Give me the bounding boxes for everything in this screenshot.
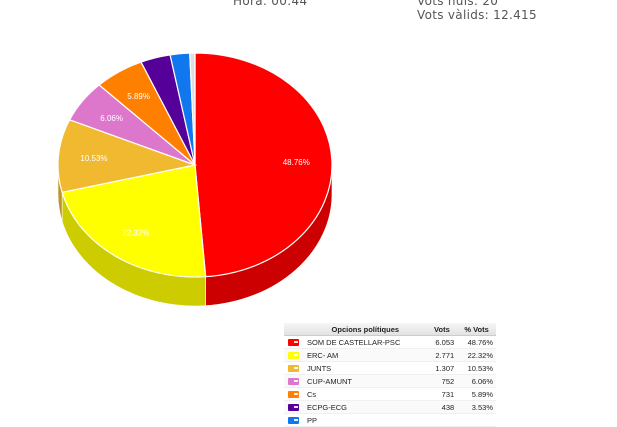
legend-row: Cs 731 5.89% [284, 387, 496, 401]
legend-pct: 22.32% [457, 348, 496, 362]
legend-party: ERC- AM [304, 348, 427, 362]
legend-swatch [284, 361, 304, 375]
legend-votes: 731 [426, 387, 458, 401]
legend-pct: 10.53% [457, 361, 496, 375]
pie-data-label: 10.53% [80, 154, 107, 163]
legend-party: Cs [304, 387, 427, 401]
legend-header-row: Opcions polítiques Vots % Vots [284, 323, 496, 336]
legend-party: PP [304, 413, 427, 427]
legend-party: JUNTS [304, 361, 427, 375]
pie-chart: 48.76% 22.32% 10.53% 6.06% 5.89% [57, 52, 333, 307]
pie-data-label: 5.89% [127, 92, 150, 101]
vote-stats: Vots nuls: 20 Vots vàlids: 12.415 [417, 0, 537, 22]
null-votes-label: Vots nuls: 20 [417, 0, 499, 8]
color-swatch-icon [288, 351, 299, 359]
legend-row: JUNTS 1.307 10.53% [284, 361, 496, 375]
legend-swatch [284, 335, 304, 349]
legend-header-party: Opcions polítiques [304, 323, 427, 336]
legend-votes: 2.771 [426, 348, 458, 362]
legend-votes [426, 413, 458, 427]
color-swatch-icon [288, 416, 299, 424]
pie-data-label: 6.06% [100, 114, 123, 123]
legend-party: SOM DE CASTELLAR-PSC [304, 335, 427, 349]
legend-votes: 752 [426, 374, 458, 388]
legend-pct [457, 413, 496, 427]
results-legend-table: Opcions polítiques Vots % Vots SOM DE CA… [284, 323, 496, 427]
legend-row: CUP-AMUNT 752 6.06% [284, 374, 496, 388]
pie-data-label: 22.32% [122, 228, 149, 237]
legend-header-pct: % Vots [457, 323, 496, 336]
time-label: Hora: 00:44 [233, 0, 308, 8]
legend-swatch [284, 413, 304, 427]
legend-pct: 3.53% [457, 400, 496, 414]
pie-slice [61, 164, 207, 278]
legend-pct: 5.89% [457, 387, 496, 401]
legend-row: SOM DE CASTELLAR-PSC 6.053 48.76% [284, 335, 496, 349]
color-swatch-icon [288, 364, 299, 372]
legend-header-swatch [284, 323, 304, 336]
legend-votes: 1.307 [426, 361, 458, 375]
legend-pct: 6.06% [457, 374, 496, 388]
legend-votes: 438 [426, 400, 458, 414]
legend-header-votes: Vots [426, 323, 458, 336]
legend-pct: 48.76% [457, 335, 496, 349]
pie-slice [189, 52, 196, 166]
color-swatch-icon [288, 338, 299, 346]
legend-votes: 6.053 [426, 335, 458, 349]
color-swatch-icon [288, 377, 299, 385]
legend-party: CUP-AMUNT [304, 374, 427, 388]
legend-swatch [284, 400, 304, 414]
legend-row: ERC- AM 2.771 22.32% [284, 348, 496, 362]
color-swatch-icon [288, 403, 299, 411]
legend-swatch [284, 348, 304, 362]
pie-data-label: 48.76% [283, 158, 310, 167]
pie-slice [194, 52, 333, 278]
legend-swatch [284, 387, 304, 401]
pie-slice [57, 119, 198, 194]
legend-swatch [284, 374, 304, 388]
legend-row: PP [284, 413, 496, 427]
valid-votes-label: Vots vàlids: 12.415 [417, 8, 537, 22]
color-swatch-icon [288, 390, 299, 398]
